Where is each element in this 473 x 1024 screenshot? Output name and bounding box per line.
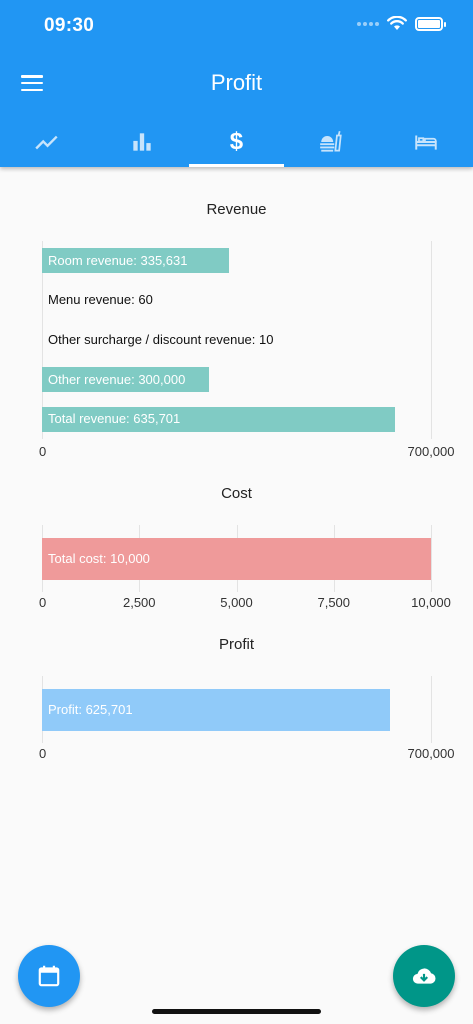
wifi-icon bbox=[387, 16, 407, 30]
gridline bbox=[42, 241, 43, 439]
axis-tick-label: 10,000 bbox=[411, 595, 451, 610]
revenue-chart: Revenue Room revenue: 335,631 Menu revenu… bbox=[0, 196, 473, 466]
bar-label: Total cost: 10,000 bbox=[48, 550, 150, 566]
bar-label: Other surcharge / discount revenue: 10 bbox=[48, 332, 274, 347]
page-title: Profit bbox=[210, 70, 263, 95]
app-bar: 09:30 Profit $ bbox=[0, 0, 473, 167]
axis-tick-label: 0 bbox=[39, 746, 47, 761]
bar-label: Room revenue: 335,631 bbox=[48, 252, 188, 268]
home-indicator bbox=[152, 1009, 321, 1014]
gridline bbox=[431, 525, 432, 592]
bar-label: Other revenue: 300,000 bbox=[48, 371, 186, 387]
profit-plot: Profit: 625,701 bbox=[42, 676, 432, 743]
tab-profit[interactable]: $ bbox=[189, 116, 284, 167]
cost-plot: Total cost: 10,000 bbox=[42, 525, 432, 592]
tab-bar-chart[interactable] bbox=[95, 116, 190, 167]
battery-icon bbox=[415, 16, 446, 31]
dollar-icon: $ bbox=[229, 127, 244, 155]
bar-label: Total revenue: 635,701 bbox=[48, 411, 181, 427]
profit-chart-title: Profit bbox=[218, 636, 254, 653]
tab-menu[interactable] bbox=[284, 116, 379, 167]
bar-total-revenue bbox=[42, 406, 396, 432]
revenue-plot: Room revenue: 335,631 Menu revenue: 60 Oth… bbox=[42, 241, 432, 439]
cloud-download-icon bbox=[412, 968, 436, 984]
cost-chart-title: Cost bbox=[221, 485, 252, 502]
profit-axis: 0 700,000 bbox=[0, 746, 473, 764]
bed-icon bbox=[414, 135, 437, 150]
revenue-chart-title: Revenue bbox=[206, 201, 267, 218]
axis-tick-label: 7,500 bbox=[317, 595, 351, 610]
axis-tick-label: 2,500 bbox=[122, 595, 156, 610]
profit-chart: Profit Profit: 625,701 0 700,000 bbox=[0, 631, 473, 771]
bar-label: Menu revenue: 60 bbox=[48, 292, 153, 308]
tab-trend[interactable] bbox=[0, 116, 95, 167]
bar-chart-icon bbox=[133, 132, 151, 151]
axis-tick-label: 0 bbox=[39, 595, 47, 610]
cost-chart: Cost Total cost: 10,000 0 2,500 5,000 7,500… bbox=[0, 480, 473, 620]
tab-rooms[interactable] bbox=[378, 116, 473, 167]
bar-room-revenue bbox=[42, 248, 229, 274]
bar-profit bbox=[42, 688, 390, 731]
menu-button[interactable] bbox=[20, 72, 44, 94]
axis-tick-label: 700,000 bbox=[407, 444, 455, 459]
bar-label: Profit: 625,701 bbox=[48, 701, 133, 717]
trending-up-icon bbox=[35, 135, 58, 149]
revenue-axis: 0 700,000 bbox=[0, 444, 473, 462]
axis-tick-label: 700,000 bbox=[407, 746, 455, 761]
gridline bbox=[431, 676, 432, 743]
status-icons bbox=[357, 16, 446, 31]
status-time: 09:30 bbox=[44, 15, 95, 36]
download-button[interactable] bbox=[393, 945, 455, 1007]
food-tray-icon bbox=[320, 130, 342, 152]
gridline bbox=[431, 241, 432, 439]
tab-bar: $ bbox=[0, 116, 473, 167]
axis-tick-label: 5,000 bbox=[220, 595, 253, 610]
bar-total-cost bbox=[42, 537, 431, 580]
calendar-icon bbox=[38, 965, 60, 987]
cost-axis: 0 2,500 5,000 7,500 10,000 bbox=[0, 595, 473, 613]
bar-other-revenue bbox=[42, 367, 209, 393]
signal-icon bbox=[357, 21, 379, 26]
axis-tick-label: 0 bbox=[39, 444, 47, 459]
calendar-button[interactable] bbox=[18, 945, 80, 1007]
